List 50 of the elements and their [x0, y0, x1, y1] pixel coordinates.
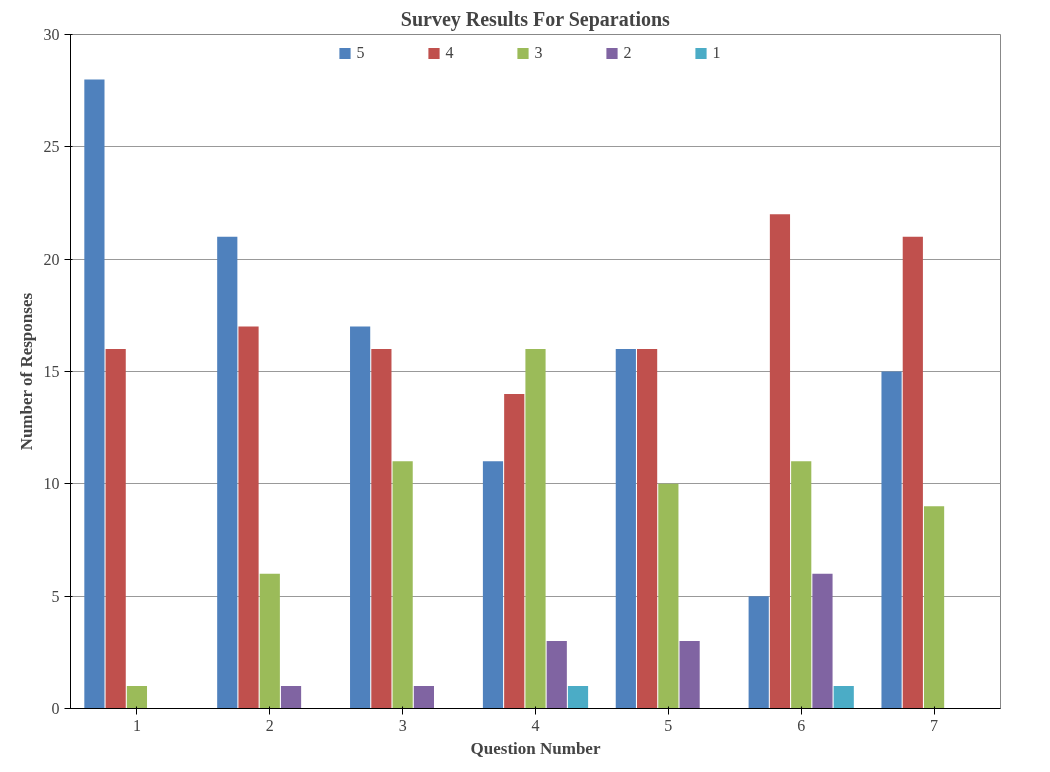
bar	[658, 483, 679, 709]
bar	[902, 236, 923, 709]
bar	[482, 461, 504, 709]
y-tick-label: 0	[51, 700, 60, 717]
x-tick-label: 2	[265, 716, 274, 734]
bar	[280, 686, 302, 709]
legend-label: 5	[356, 44, 366, 62]
bar	[371, 349, 392, 709]
x-tick-label: 6	[797, 716, 806, 734]
bar	[881, 371, 902, 709]
legend-label: 3	[534, 44, 544, 62]
bar	[413, 686, 434, 709]
bar	[923, 506, 945, 709]
bar	[833, 686, 854, 709]
legend-label: 1	[712, 44, 722, 62]
y-tick-label: 30	[43, 26, 60, 43]
legend-label: 4	[445, 44, 455, 62]
bar	[812, 573, 833, 709]
bar	[238, 326, 259, 709]
bar	[637, 349, 658, 709]
bar	[791, 461, 812, 709]
bar	[748, 596, 769, 709]
y-tick-label: 25	[43, 138, 60, 156]
y-axis-title: Number of Responses	[16, 292, 36, 451]
x-tick-label: 5	[664, 716, 673, 734]
bar	[350, 326, 371, 709]
bar	[525, 349, 546, 709]
bar	[126, 686, 148, 709]
x-tick-label: 3	[398, 716, 407, 734]
y-tick-label: 10	[43, 475, 60, 493]
bar	[769, 214, 791, 709]
x-tick-label: 4	[531, 716, 540, 734]
bar	[217, 236, 238, 709]
bar	[615, 349, 636, 709]
bar	[567, 686, 589, 709]
y-tick-label: 20	[43, 250, 60, 268]
bar	[504, 393, 525, 709]
bar	[392, 461, 413, 709]
x-tick-label: 7	[930, 716, 939, 734]
bar	[259, 573, 280, 709]
legend-label: 2	[623, 44, 633, 62]
y-tick-label: 5	[51, 587, 60, 605]
y-tick-label: 15	[43, 363, 60, 380]
chart-title: Survey Results For Separations	[400, 7, 671, 31]
x-tick-label: 1	[132, 716, 141, 734]
bar	[679, 641, 700, 709]
bar	[84, 79, 105, 709]
x-axis-title: Question Number	[470, 738, 601, 758]
bar	[546, 641, 567, 709]
bar	[105, 349, 126, 709]
